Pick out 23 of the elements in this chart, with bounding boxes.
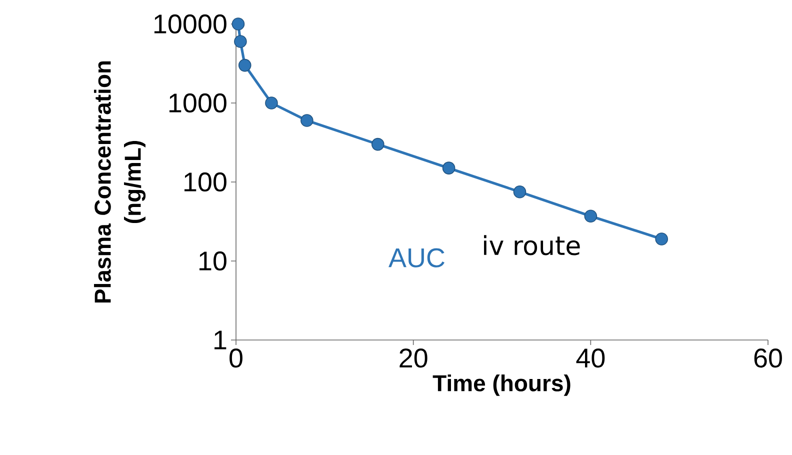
x-tick-label: 0	[230, 348, 242, 368]
y-tick-label: 100	[184, 172, 226, 192]
x-axis-title: Time (hours)	[432, 374, 570, 396]
x-tick-label: 40	[576, 348, 605, 368]
y-axis-title: Plasma Concentration (ng/mL)	[94, 61, 146, 303]
y-tick-label: 1	[214, 330, 226, 350]
point	[655, 232, 668, 246]
point	[238, 58, 252, 72]
point	[300, 114, 314, 127]
point	[265, 96, 278, 110]
y-tick-label: 10000	[154, 14, 226, 34]
annotation: AUC	[388, 248, 444, 268]
point	[513, 185, 526, 198]
point	[232, 18, 245, 30]
point	[442, 162, 456, 174]
annotation: iv route	[484, 235, 580, 256]
x-tick-label: 20	[400, 348, 428, 368]
point	[371, 138, 384, 151]
y-tick-label: 1000	[169, 93, 226, 113]
y-tick-label: 10	[200, 251, 226, 271]
point	[584, 210, 598, 223]
x-tick-label: 60	[754, 348, 782, 368]
point	[234, 35, 247, 48]
